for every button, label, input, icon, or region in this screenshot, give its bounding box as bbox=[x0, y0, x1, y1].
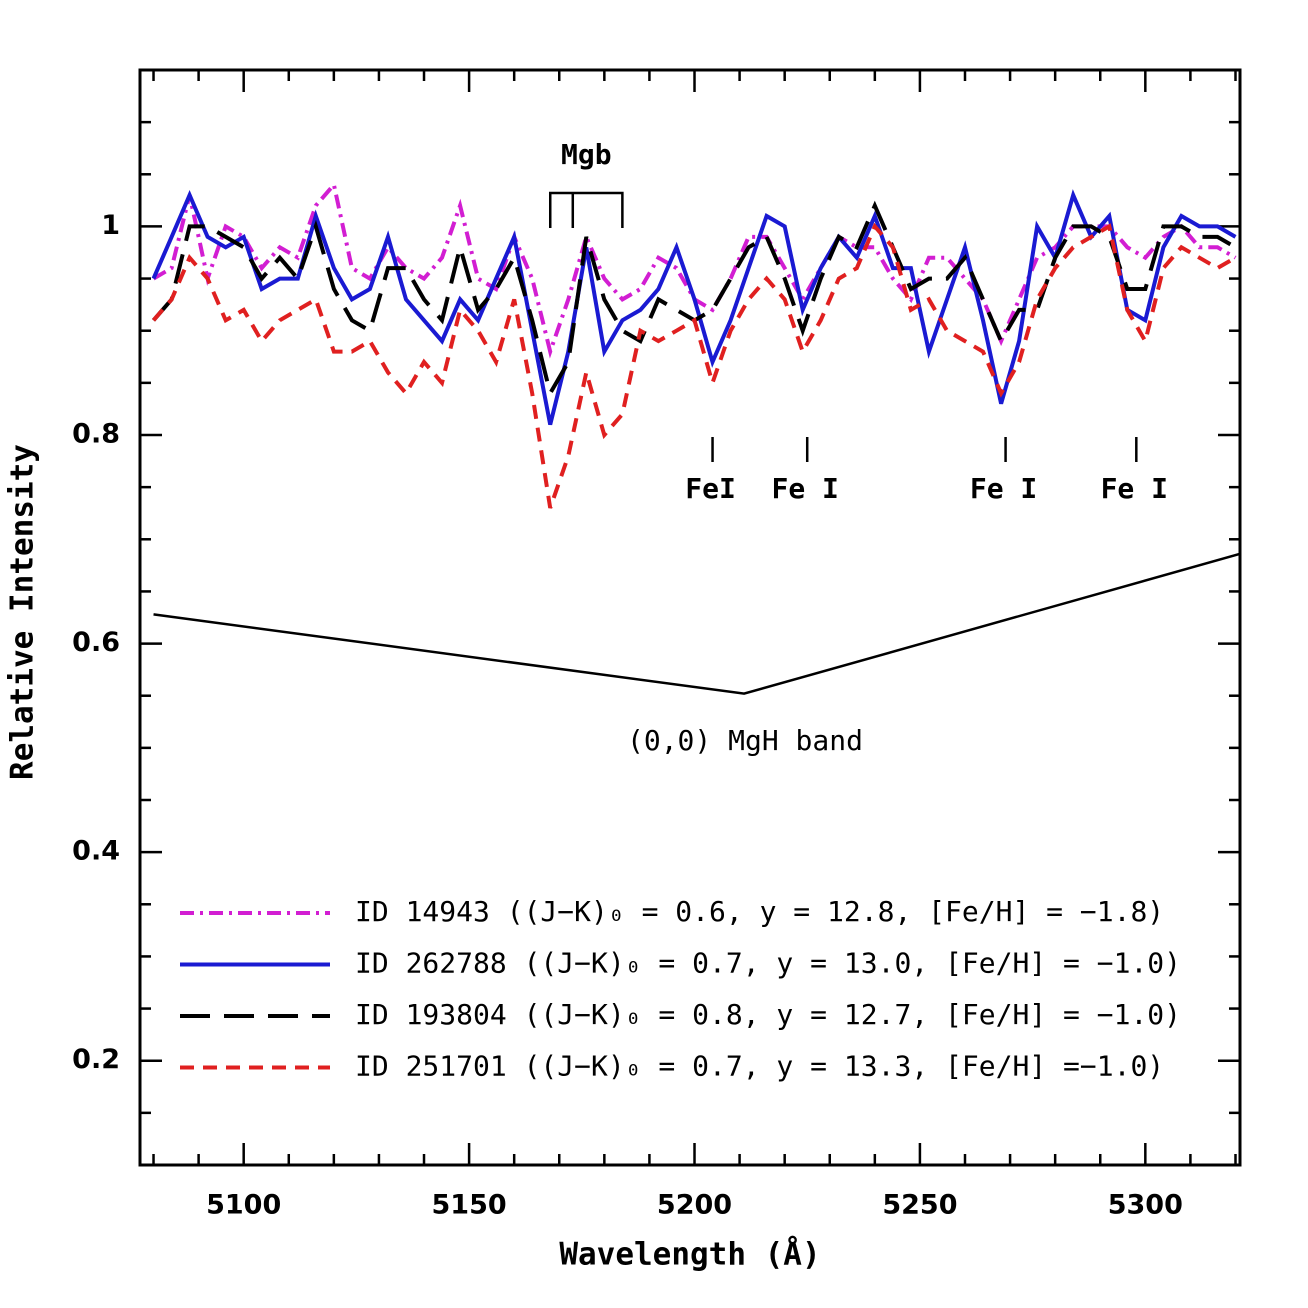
band-line bbox=[153, 552, 1240, 695]
x-tick-label: 5250 bbox=[882, 1190, 957, 1221]
legend-label: ID 251701 ((J−K)₀ = 0.7, y = 13.3, [Fe/H… bbox=[355, 1050, 1164, 1083]
y-axis-label: Relative Intensity bbox=[5, 444, 41, 780]
legend-label: ID 193804 ((J−K)₀ = 0.8, y = 12.7, [Fe/H… bbox=[355, 998, 1181, 1031]
y-tick-label: 0.4 bbox=[72, 836, 120, 867]
x-tick-label: 5100 bbox=[206, 1190, 281, 1221]
fe-line-label: Fe I bbox=[1101, 472, 1168, 505]
x-tick-label: 5150 bbox=[432, 1190, 507, 1221]
x-axis-label: Wavelength (Å) bbox=[559, 1236, 820, 1273]
mgb-label: Mgb bbox=[561, 138, 612, 171]
y-tick-label: 0.8 bbox=[72, 419, 120, 450]
x-tick-label: 5300 bbox=[1108, 1190, 1183, 1221]
y-tick-label: 0.6 bbox=[72, 627, 120, 658]
plot-frame bbox=[138, 68, 1242, 1167]
legend-label: ID 14943 ((J−K)₀ = 0.6, y = 12.8, [Fe/H]… bbox=[355, 895, 1164, 928]
y-tick-label: 1 bbox=[101, 210, 120, 241]
band-label: (0,0) MgH band bbox=[627, 724, 863, 757]
x-tick-label: 5200 bbox=[657, 1190, 732, 1221]
y-tick-label: 0.2 bbox=[72, 1044, 120, 1075]
mgb-bracket bbox=[548, 191, 624, 228]
series-line bbox=[151, 222, 1237, 509]
legend-label: ID 262788 ((J−K)₀ = 0.7, y = 13.0, [Fe/H… bbox=[355, 947, 1181, 980]
fe-line-label: Fe I bbox=[771, 472, 838, 505]
fe-line-label: FeI bbox=[685, 472, 736, 505]
fe-line-label: Fe I bbox=[970, 472, 1037, 505]
